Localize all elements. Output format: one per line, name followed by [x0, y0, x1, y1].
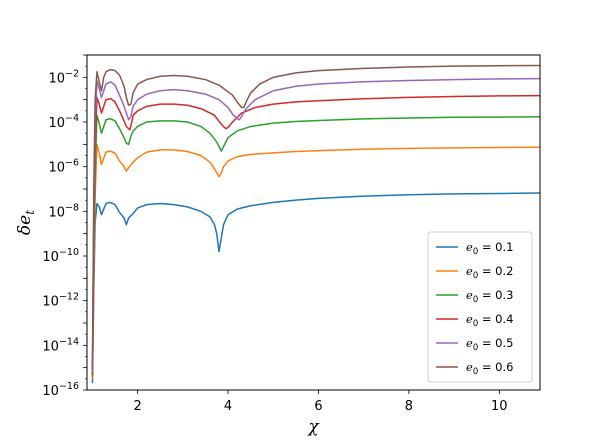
- series-line-1: [91, 192, 540, 384]
- series-line-6: [91, 64, 540, 370]
- legend-label: e0 = 0.3: [466, 288, 513, 305]
- series-line-2: [91, 143, 540, 379]
- y-tick-label: 10−14: [42, 336, 79, 354]
- legend-item: e0 = 0.5: [436, 336, 513, 353]
- y-axis: 10−16 10−14 10−12 10−10 10−8 10−6 10−4 10−2: [42, 54, 87, 399]
- legend-item: e0 = 0.2: [436, 264, 513, 281]
- legend-label: e0 = 0.4: [466, 312, 513, 329]
- x-axis: 2 4 6 8 10: [133, 390, 508, 414]
- x-tick-label: 6: [314, 399, 322, 414]
- x-tick-label: 8: [405, 399, 413, 414]
- legend-item: e0 = 0.1: [436, 240, 513, 257]
- legend-label: e0 = 0.1: [466, 240, 513, 257]
- series-line-3: [91, 114, 540, 377]
- x-axis-label: χ: [307, 417, 320, 437]
- series-line-4: [91, 94, 540, 375]
- y-tick-label: 10−8: [48, 202, 79, 220]
- series-line-5: [91, 77, 540, 373]
- x-tick-label: 2: [133, 399, 141, 414]
- series-layer: [91, 64, 540, 384]
- legend-label: e0 = 0.2: [466, 264, 513, 281]
- y-tick-label: 10−2: [48, 68, 79, 86]
- legend-item: e0 = 0.3: [436, 288, 513, 305]
- legend-item: e0 = 0.4: [436, 312, 513, 329]
- y-tick-label: 10−4: [48, 113, 79, 131]
- y-tick-label: 10−16: [42, 381, 79, 399]
- y-axis-label: δet: [15, 210, 37, 235]
- y-tick-label: 10−12: [42, 292, 79, 310]
- x-tick-label: 4: [224, 399, 232, 414]
- legend-label: e0 = 0.6: [466, 360, 513, 377]
- y-tick-label: 10−6: [48, 158, 79, 176]
- legend-box: [427, 231, 533, 383]
- x-tick-label: 10: [491, 399, 508, 414]
- legend: e0 = 0.1 e0 = 0.2 e0 = 0.3 e0 = 0.4 e0 = 0.5…: [427, 231, 533, 383]
- y-tick-label: 10−10: [42, 247, 79, 265]
- y-axis-label-text: δet: [15, 210, 37, 235]
- legend-label: e0 = 0.5: [466, 336, 513, 353]
- legend-item: e0 = 0.6: [436, 360, 513, 377]
